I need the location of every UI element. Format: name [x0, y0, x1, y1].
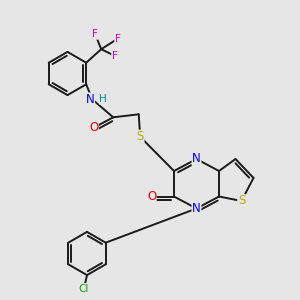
Text: F: F: [92, 29, 98, 39]
Text: F: F: [112, 51, 118, 61]
Text: Cl: Cl: [79, 284, 89, 294]
Text: S: S: [238, 194, 245, 208]
Text: O: O: [147, 190, 156, 203]
Text: O: O: [89, 121, 98, 134]
Text: H: H: [99, 94, 107, 104]
Text: N: N: [86, 93, 95, 106]
Text: F: F: [115, 34, 121, 44]
Text: N: N: [192, 152, 201, 166]
Text: N: N: [192, 202, 201, 215]
Text: S: S: [136, 130, 144, 143]
